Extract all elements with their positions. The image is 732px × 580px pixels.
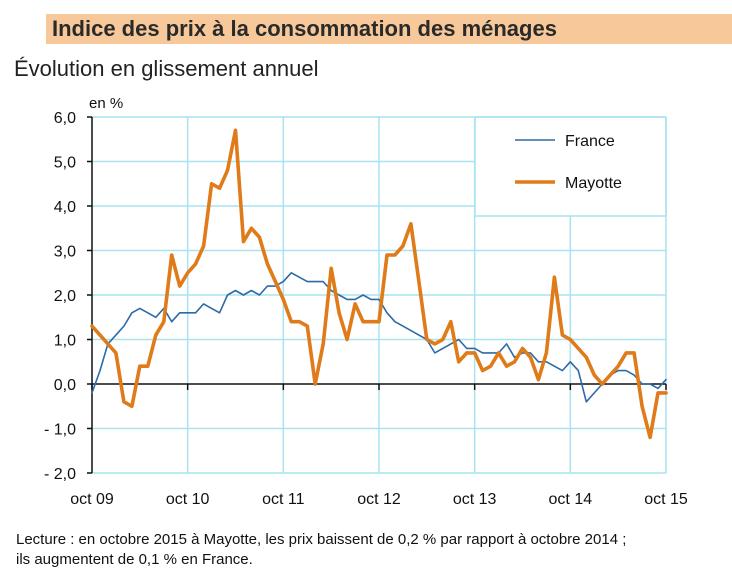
x-tick-label: oct 13	[453, 491, 497, 508]
series-lines	[90, 128, 668, 440]
y-tick-label: - 1,0	[44, 422, 76, 439]
y-tick-label: 6,0	[54, 110, 76, 127]
legend-background	[475, 118, 665, 216]
grid	[92, 116, 667, 474]
series-line-france	[91, 271, 667, 403]
y-tick-label: 4,0	[54, 199, 76, 216]
x-tick-label: oct 11	[262, 491, 305, 508]
title-band	[46, 14, 732, 44]
y-tick-label: 3,0	[54, 244, 76, 261]
legend: France Mayotte	[474, 116, 667, 217]
page-title: Indice des prix à la consommation des mé…	[52, 16, 557, 41]
x-tick-label: oct 15	[644, 491, 688, 508]
caption-line-1: Lecture : en octobre 2015 à Mayotte, les…	[16, 531, 627, 548]
legend-label-france: France	[565, 133, 615, 150]
x-tick-label: oct 09	[70, 491, 114, 508]
legend-label-mayotte: Mayotte	[565, 175, 622, 192]
y-tick-label: 1,0	[54, 333, 76, 350]
x-tick-label: oct 14	[549, 491, 593, 508]
y-tick-label: 5,0	[54, 155, 76, 172]
caption: Lecture : en octobre 2015 à Mayotte, les…	[16, 530, 626, 570]
chart-subtitle: Évolution en glissement annuel	[14, 56, 319, 81]
caption-line-2: ils augmentent de 0,1 % en France.	[16, 551, 253, 568]
y-tick-label: 2,0	[54, 288, 76, 305]
y-tick-label: 0,0	[54, 377, 76, 394]
line-chart: 6,0 5,0 4,0 3,0 2,0 1,0 0,0 - 1,0 - 2,0 en % oct 0…	[44, 95, 688, 508]
axes: 6,0 5,0 4,0 3,0 2,0 1,0 0,0 - 1,0 - 2,0 en % oct 0…	[44, 95, 688, 508]
y-axis-label: en %	[89, 95, 123, 112]
x-tick-label: oct 12	[357, 491, 401, 508]
x-tick-label: oct 10	[166, 491, 210, 508]
y-tick-label: - 2,0	[44, 466, 76, 483]
